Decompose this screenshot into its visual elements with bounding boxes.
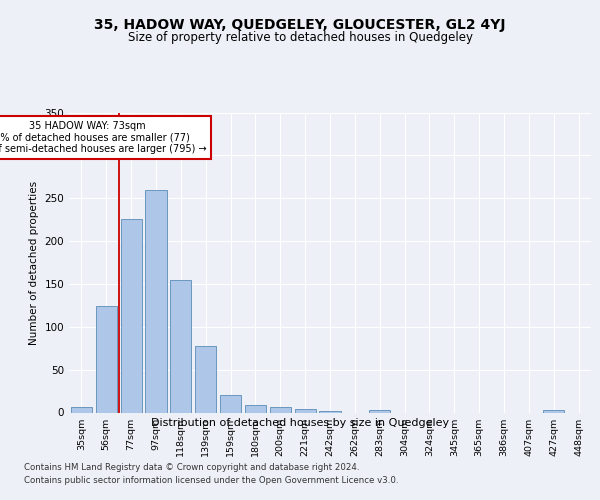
Y-axis label: Number of detached properties: Number of detached properties — [29, 180, 39, 344]
Bar — [96, 306, 117, 412]
Text: Contains public sector information licensed under the Open Government Licence v3: Contains public sector information licen… — [24, 476, 398, 485]
Bar — [170, 280, 191, 412]
Bar — [369, 410, 390, 412]
Bar — [245, 405, 266, 412]
Text: 35 HADOW WAY: 73sqm
← 9% of detached houses are smaller (77)
91% of semi-detache: 35 HADOW WAY: 73sqm ← 9% of detached hou… — [0, 121, 206, 154]
Bar — [195, 346, 216, 412]
Bar — [270, 408, 291, 412]
Bar — [295, 409, 316, 412]
Bar — [543, 410, 564, 412]
Text: Distribution of detached houses by size in Quedgeley: Distribution of detached houses by size … — [151, 418, 449, 428]
Bar — [319, 411, 341, 412]
Bar — [71, 406, 92, 412]
Text: 35, HADOW WAY, QUEDGELEY, GLOUCESTER, GL2 4YJ: 35, HADOW WAY, QUEDGELEY, GLOUCESTER, GL… — [94, 18, 506, 32]
Text: Contains HM Land Registry data © Crown copyright and database right 2024.: Contains HM Land Registry data © Crown c… — [24, 462, 359, 471]
Text: Size of property relative to detached houses in Quedgeley: Size of property relative to detached ho… — [128, 31, 473, 44]
Bar — [145, 190, 167, 412]
Bar — [121, 219, 142, 412]
Bar — [220, 394, 241, 412]
